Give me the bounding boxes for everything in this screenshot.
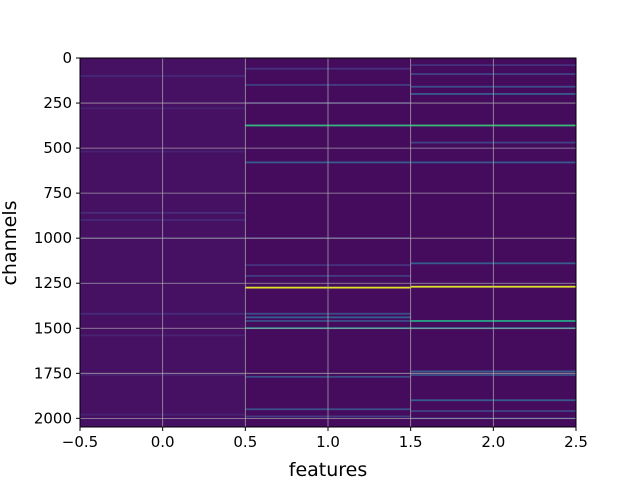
x-tick-label: 0.5	[233, 433, 257, 451]
y-axis-ticks: 0 250 500 750 1000 1250 1500 1750 2000	[34, 49, 80, 427]
y-tick-label: 0	[62, 49, 72, 67]
x-tick-label: 1.0	[316, 433, 340, 451]
x-tick-label: 0.0	[151, 433, 175, 451]
x-tick-label: 2.0	[481, 433, 505, 451]
y-axis-label: channels	[0, 200, 21, 285]
y-tick-label: 1000	[34, 229, 72, 247]
y-tick-label: 1500	[34, 319, 72, 337]
x-tick-label: 2.5	[564, 433, 588, 451]
x-axis-label: features	[289, 459, 368, 480]
y-tick-label: 500	[43, 139, 72, 157]
y-tick-label: 250	[43, 94, 72, 112]
y-tick-label: 750	[43, 184, 72, 202]
y-tick-label: 2000	[34, 409, 72, 427]
x-tick-label: 1.5	[399, 433, 423, 451]
y-tick-label: 1750	[34, 364, 72, 382]
x-tick-label: −0.5	[62, 433, 98, 451]
x-axis-ticks: −0.5 0.0 0.5 1.0 1.5 2.0 2.5	[62, 427, 588, 451]
y-tick-label: 1250	[34, 274, 72, 292]
